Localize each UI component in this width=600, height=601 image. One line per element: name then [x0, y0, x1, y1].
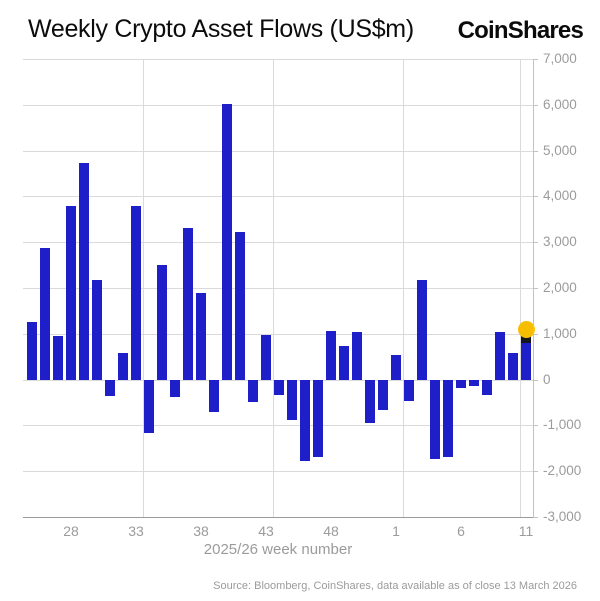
bar-week-37	[182, 228, 194, 380]
x-axis-title: 2025/26 week number	[203, 541, 353, 558]
x-axis-label: 33	[128, 523, 144, 539]
y-axis-label: 6,000	[543, 96, 577, 112]
v-gridline	[142, 59, 144, 517]
latest-week-marker	[517, 321, 535, 338]
x-axis-label: 43	[258, 523, 274, 539]
bar-week-39	[208, 379, 220, 412]
bar-week-27	[52, 336, 64, 380]
y-axis-label: 0	[543, 371, 551, 387]
y-axis-tick	[533, 104, 538, 106]
y-axis-tick	[533, 333, 538, 335]
h-gridline	[23, 333, 533, 335]
y-axis-tick	[533, 517, 538, 518]
bar-week-43	[260, 335, 272, 380]
bar-week-7	[468, 379, 480, 386]
plot-area: 7,000 6,000 5,000 4,000 3,000 2,000 1,000 0 -1,0…	[23, 51, 581, 539]
y-axis-label: 2,000	[543, 280, 577, 295]
y-axis-label: -1,000	[543, 417, 582, 433]
chart-title: Weekly Crypto Asset Flows (US$m)	[28, 15, 414, 43]
bar-week-47	[312, 379, 324, 457]
y-axis-tick	[533, 150, 538, 152]
bar-week-52	[377, 379, 389, 410]
y-axis-tick	[533, 196, 538, 198]
bar-week-3	[416, 280, 428, 380]
bar-week-6	[455, 379, 467, 388]
h-gridline	[23, 517, 533, 518]
y-axis-tick	[533, 242, 538, 244]
y-axis-tick	[533, 471, 538, 473]
bar-week-11	[520, 331, 532, 380]
bar-week-49	[338, 345, 350, 380]
y-axis-tick	[533, 59, 538, 60]
h-gridline	[23, 59, 533, 60]
bar-week-41	[234, 232, 246, 380]
y-axis-tick	[533, 288, 538, 289]
bar-week-30	[91, 280, 103, 380]
bar-week-38	[195, 292, 207, 380]
source-note: Source: Bloomberg, CoinShares, data avai…	[213, 580, 577, 592]
v-gridline	[519, 59, 521, 517]
bar-week-36	[169, 379, 181, 397]
bar-week-29	[78, 163, 90, 380]
x-axis-label: 1	[392, 523, 400, 539]
bar-week-31	[104, 379, 116, 396]
y-axis-tick	[533, 425, 538, 427]
bar-week-40	[221, 103, 233, 380]
bar-week-45	[286, 379, 298, 420]
bar-week-46	[299, 379, 311, 462]
bar-week-26	[39, 247, 51, 380]
bar-week-28	[65, 206, 77, 380]
x-axis-label: 48	[323, 523, 339, 539]
bar-week-10	[507, 353, 519, 380]
y-axis-label: 5,000	[543, 142, 577, 158]
bar-week-50	[351, 331, 363, 380]
h-gridline	[23, 196, 533, 198]
h-gridline	[23, 150, 533, 152]
bar-week-48	[325, 331, 337, 380]
bar-week-4	[429, 379, 441, 460]
bar-week-2	[403, 379, 415, 402]
bar-week-1	[390, 354, 402, 380]
h-gridline	[23, 288, 533, 289]
y-axis-label: -2,000	[543, 463, 582, 479]
y-axis-label: 7,000	[543, 51, 577, 66]
x-axis-label: 28	[63, 523, 79, 539]
h-gridline	[23, 471, 533, 473]
x-axis-label: 11	[518, 523, 534, 539]
x-axis-label: 38	[193, 523, 209, 539]
bar-week-25	[26, 321, 38, 380]
coinshares-logo: CoinShares	[457, 17, 584, 44]
bar-week-34	[143, 379, 155, 434]
y-axis-label: 4,000	[543, 188, 577, 204]
bar-week-35	[156, 265, 168, 380]
h-gridline	[23, 242, 533, 244]
y-axis-label: 3,000	[543, 234, 577, 250]
h-gridline	[23, 104, 533, 106]
x-axis-label: 6	[457, 523, 465, 539]
bar-week-42	[247, 379, 259, 403]
h-gridline	[23, 425, 533, 427]
y-axis-tick	[533, 379, 538, 381]
y-axis-label: -3,000	[543, 509, 582, 524]
bar-week-33	[130, 206, 142, 380]
v-gridline	[272, 59, 274, 517]
bar-week-44	[273, 379, 285, 396]
v-gridline	[402, 59, 404, 517]
y-axis-line	[533, 59, 534, 517]
bar-week-32	[117, 353, 129, 380]
bar-week-51	[364, 379, 376, 423]
y-axis-label: 1,000	[543, 325, 577, 341]
bar-week-5	[442, 379, 454, 457]
bar-week-8	[481, 379, 493, 396]
bar-week-9	[494, 331, 506, 380]
